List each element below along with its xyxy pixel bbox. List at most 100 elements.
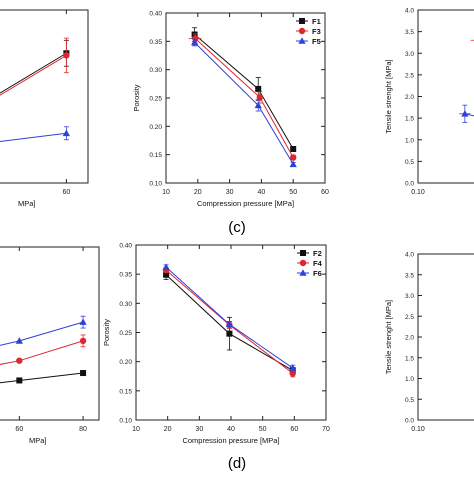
chart-bottom-right-partial: 0.100.150.00.51.01.52.02.53.03.54.0Tensi…: [384, 252, 474, 433]
legend-label: F2: [313, 249, 322, 258]
data-point: [290, 146, 297, 152]
y-tick-label: 0.35: [149, 39, 162, 46]
x-axis-title: Compression pressure [MPa]: [197, 199, 294, 208]
y-tick-label: 0.5: [405, 397, 414, 404]
legend-label: F6: [313, 269, 322, 278]
y-tick-label: 0.35: [119, 272, 132, 279]
data-point: [225, 320, 234, 328]
data-point: [289, 370, 296, 377]
legend-label: F3: [312, 27, 321, 36]
y-tick-label: 0.0: [405, 181, 414, 188]
data-point: [255, 85, 262, 92]
y-tick-label: 0.0: [405, 418, 414, 425]
series-line-2: [464, 113, 474, 117]
data-point: [62, 129, 70, 137]
x-tick-label: 30: [195, 426, 203, 433]
data-point: [289, 160, 297, 168]
y-tick-label: 2.5: [405, 314, 414, 321]
x-tick-label: 30: [226, 189, 234, 196]
data-point: [63, 52, 70, 59]
data-point: [79, 337, 87, 345]
y-tick-label: 3.0: [405, 51, 414, 58]
y-tick-label: 1.5: [405, 116, 414, 123]
x-tick-label: 20: [194, 189, 202, 196]
panel-label-c: (c): [228, 219, 246, 236]
series-line-0: [0, 52, 67, 94]
legend-marker: [298, 37, 306, 44]
y-tick-label: 0.30: [149, 67, 162, 74]
data-point: [191, 31, 198, 38]
x-tick-label: 0.10: [411, 189, 425, 196]
data-point: [192, 35, 199, 42]
data-point: [254, 101, 262, 109]
y-tick-label: 0.25: [119, 330, 132, 337]
legend-marker: [298, 27, 306, 35]
x-tick-label: 60: [290, 426, 298, 433]
y-tick-label: 4.0: [405, 8, 414, 15]
x-tick-label: 10: [132, 426, 140, 433]
chart-top-left-partial: 4060MPa]: [0, 9, 89, 208]
y-tick-label: 2.5: [405, 72, 414, 79]
x-tick-label: 40: [258, 189, 266, 196]
chart-bottom-left-partial: 60 80 MPa]: [0, 246, 100, 445]
data-point: [226, 330, 233, 337]
x-tick-label: 50: [259, 426, 267, 433]
x-tick-label: 60: [15, 426, 23, 433]
y-axis-title: Porosity: [132, 84, 141, 111]
y-tick-label: 0.40: [119, 243, 132, 250]
plot-area: [162, 263, 297, 378]
y-tick-label: 1.5: [405, 355, 414, 362]
y-axis-title: Tensile strenght [MPa]: [384, 300, 393, 374]
y-tick-label: 3.5: [405, 29, 414, 36]
data-point: [79, 318, 87, 325]
x-tick-label: 80: [79, 426, 87, 433]
chart-d-porosity: 10 20 30 40 50 60 70 0.10 0.15 0.20 0.25 0.30 0.35 0.…: [102, 243, 330, 446]
x-tick-label: 20: [164, 426, 172, 433]
y-axis-title: Tensile strenght [MPa]: [384, 59, 393, 133]
y-tick-label: 0.5: [405, 159, 414, 166]
series-line-1: [0, 340, 84, 365]
plot-frame: [417, 253, 474, 421]
data-point: [80, 370, 87, 377]
data-point: [289, 364, 297, 371]
y-tick-label: 0.30: [119, 301, 132, 308]
series-line-1: [0, 54, 67, 96]
legend-marker: [299, 269, 307, 276]
x-tick-label: 40: [227, 426, 235, 433]
y-tick-label: 0.20: [119, 359, 132, 366]
x-axis-title: MPa]: [29, 436, 47, 445]
data-point: [256, 94, 264, 101]
y-tick-label: 2.0: [405, 94, 414, 101]
data-point: [163, 271, 170, 278]
legend-label: F5: [312, 37, 321, 46]
x-tick-label: 0.10: [411, 426, 425, 433]
y-tick-label: 0.40: [149, 11, 162, 18]
chart-top-right-partial: 0.100.150.00.51.01.52.02.53.03.54.0Tensi…: [384, 8, 474, 196]
x-tick-label: 70: [322, 426, 330, 433]
data-point: [191, 38, 199, 46]
x-axis-title: Compression pressure [MPa]: [182, 436, 279, 445]
panel-label-d: (d): [228, 455, 246, 472]
plot-area: [0, 37, 70, 143]
plot-frame: [417, 9, 474, 184]
plot-area: [459, 39, 474, 123]
data-point: [162, 263, 170, 270]
y-tick-label: 1.0: [405, 376, 414, 383]
x-tick-label: 60: [321, 189, 329, 196]
y-tick-label: 0.15: [149, 152, 162, 159]
y-tick-label: 0.15: [119, 388, 132, 395]
y-tick-label: 1.0: [405, 137, 414, 144]
y-tick-label: 0.10: [119, 418, 132, 425]
x-tick-label: 50: [289, 189, 297, 196]
y-tick-label: 0.20: [149, 124, 162, 131]
plot-area: [188, 27, 297, 168]
y-tick-label: 0.25: [149, 96, 162, 103]
legend-label: F4: [313, 259, 323, 268]
y-tick-label: 0.10: [149, 181, 162, 188]
legend-marker: [299, 18, 305, 24]
series-line-2: [0, 321, 84, 346]
y-axis-title: Porosity: [102, 319, 111, 346]
x-tick-label: 60: [62, 189, 70, 196]
